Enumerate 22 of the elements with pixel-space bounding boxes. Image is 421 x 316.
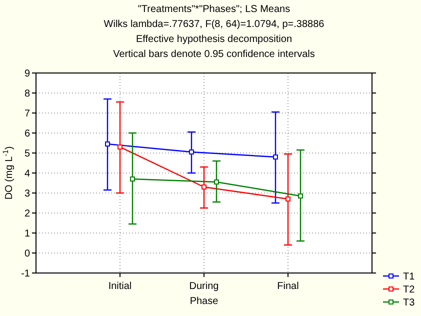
- chart-subtitle: Wilks lambda=.77637, F(8, 64)=1.0794, p=.38886: [104, 19, 325, 30]
- legend-label: T2: [403, 284, 416, 296]
- legend-label: T3: [403, 298, 416, 308]
- y-tick-label: 6: [24, 128, 30, 140]
- y-tick-label: 1: [24, 228, 30, 240]
- y-tick-label: 0: [24, 248, 30, 260]
- x-tick-label: During: [189, 281, 219, 292]
- text: Vertical bars denote 0.95 confidence intervals: [113, 49, 315, 60]
- y-tick-label: 5: [24, 148, 30, 160]
- y-tick-label: 3: [24, 188, 30, 200]
- text: Effective hypothesis decomposition: [136, 34, 292, 45]
- y-tick-label: -1: [21, 268, 30, 280]
- y-tick-label: 7: [24, 108, 30, 120]
- legend-label: T1: [403, 272, 416, 282]
- x-axis-title: Phase: [190, 296, 219, 307]
- y-tick-label: 8: [24, 88, 30, 100]
- y-tick-label: 2: [24, 208, 30, 220]
- x-tick-label: Initial: [108, 281, 132, 292]
- y-tick-label: 9: [24, 68, 30, 80]
- x-tick-label: Final: [277, 281, 299, 292]
- y-tick-label: 4: [24, 168, 30, 180]
- chart-title: "Treatments"*"Phases"; LS Means: [138, 4, 290, 15]
